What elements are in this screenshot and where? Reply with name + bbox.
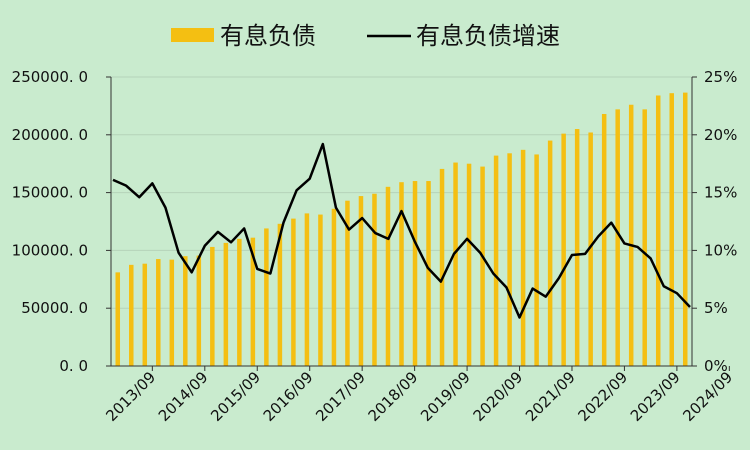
y-right-tick-label: 0% bbox=[704, 357, 728, 375]
legend-swatch-interest-bearing-debt bbox=[171, 28, 214, 42]
legend-label-interest-bearing-debt: 有息负债 bbox=[220, 22, 316, 50]
bar bbox=[358, 196, 364, 366]
bar bbox=[372, 193, 377, 366]
x-axis-ticks: 2013/092014/092015/092016/092017/092018/… bbox=[102, 366, 736, 425]
bar bbox=[129, 264, 134, 366]
right-y-axis-ticks: 0% 5% 10% 15% 20% 25% bbox=[692, 68, 737, 375]
x-tick-label: 2023/09 bbox=[627, 368, 684, 425]
y-tick-label: 100000. 0 bbox=[12, 241, 88, 259]
growth-rate-line bbox=[112, 142, 691, 319]
bar bbox=[426, 181, 431, 366]
y-right-tick-label: 10% bbox=[704, 241, 737, 259]
bar bbox=[304, 213, 310, 366]
bar bbox=[250, 237, 256, 366]
bar-series bbox=[115, 92, 688, 367]
bar bbox=[466, 163, 472, 366]
bar bbox=[196, 255, 202, 366]
bar bbox=[156, 259, 161, 366]
bar bbox=[331, 208, 337, 366]
bar bbox=[345, 200, 350, 366]
y-tick-label: 250000. 0 bbox=[12, 68, 88, 86]
bar bbox=[439, 168, 445, 366]
bar bbox=[655, 95, 661, 366]
bar bbox=[399, 182, 404, 366]
bar bbox=[237, 238, 242, 366]
x-tick-label: 2014/09 bbox=[155, 368, 212, 425]
bar bbox=[453, 162, 458, 366]
bar bbox=[412, 181, 418, 366]
bar bbox=[493, 155, 499, 366]
x-tick-label: 2020/09 bbox=[470, 368, 527, 425]
bar bbox=[547, 140, 553, 366]
left-y-axis-ticks: 0. 0 50000. 0 100000. 0 150000. 0 200000. 0 2… bbox=[12, 68, 111, 375]
bar bbox=[169, 259, 175, 366]
bar bbox=[507, 153, 512, 366]
line-series bbox=[112, 142, 691, 319]
x-tick-label: 2013/09 bbox=[102, 368, 159, 425]
bar bbox=[534, 154, 539, 366]
y-right-tick-label: 25% bbox=[704, 68, 737, 86]
y-tick-label: 50000. 0 bbox=[21, 299, 88, 317]
x-tick-label: 2019/09 bbox=[417, 368, 474, 425]
bar bbox=[642, 109, 647, 367]
x-tick-label: 2018/09 bbox=[365, 368, 422, 425]
legend-label-growth-rate: 有息负债增速 bbox=[416, 22, 560, 50]
x-tick-label: 2022/09 bbox=[574, 368, 631, 425]
y-right-tick-label: 15% bbox=[704, 184, 737, 202]
bar bbox=[601, 113, 607, 366]
bar bbox=[291, 218, 296, 366]
x-tick-label: 2021/09 bbox=[522, 368, 579, 425]
bar bbox=[520, 149, 526, 366]
y-tick-label: 200000. 0 bbox=[12, 126, 88, 144]
y-right-tick-label: 20% bbox=[704, 126, 737, 144]
legend: 有息负债 有息负债增速 bbox=[171, 22, 560, 50]
y-tick-label: 0. 0 bbox=[59, 357, 88, 375]
bar bbox=[318, 214, 323, 366]
bar bbox=[142, 263, 148, 366]
x-tick-label: 2016/09 bbox=[260, 368, 317, 425]
y-tick-label: 150000. 0 bbox=[12, 184, 88, 202]
axes bbox=[110, 77, 693, 367]
bar bbox=[588, 132, 593, 366]
bar bbox=[561, 133, 566, 366]
bar bbox=[115, 272, 121, 366]
bar bbox=[210, 246, 215, 366]
bar bbox=[264, 228, 269, 366]
bar bbox=[385, 186, 391, 366]
bar bbox=[669, 93, 674, 367]
bar bbox=[574, 129, 580, 366]
bar bbox=[682, 92, 688, 366]
bar bbox=[628, 104, 634, 366]
x-tick-label: 2015/09 bbox=[207, 368, 264, 425]
bar bbox=[480, 166, 485, 366]
bar bbox=[223, 242, 229, 366]
x-tick-label: 2017/09 bbox=[312, 368, 369, 425]
bar bbox=[615, 109, 620, 367]
bar bbox=[183, 256, 188, 366]
bar bbox=[277, 223, 283, 366]
y-right-tick-label: 5% bbox=[704, 299, 728, 317]
x-tick-label: 2024/09 bbox=[679, 368, 736, 425]
